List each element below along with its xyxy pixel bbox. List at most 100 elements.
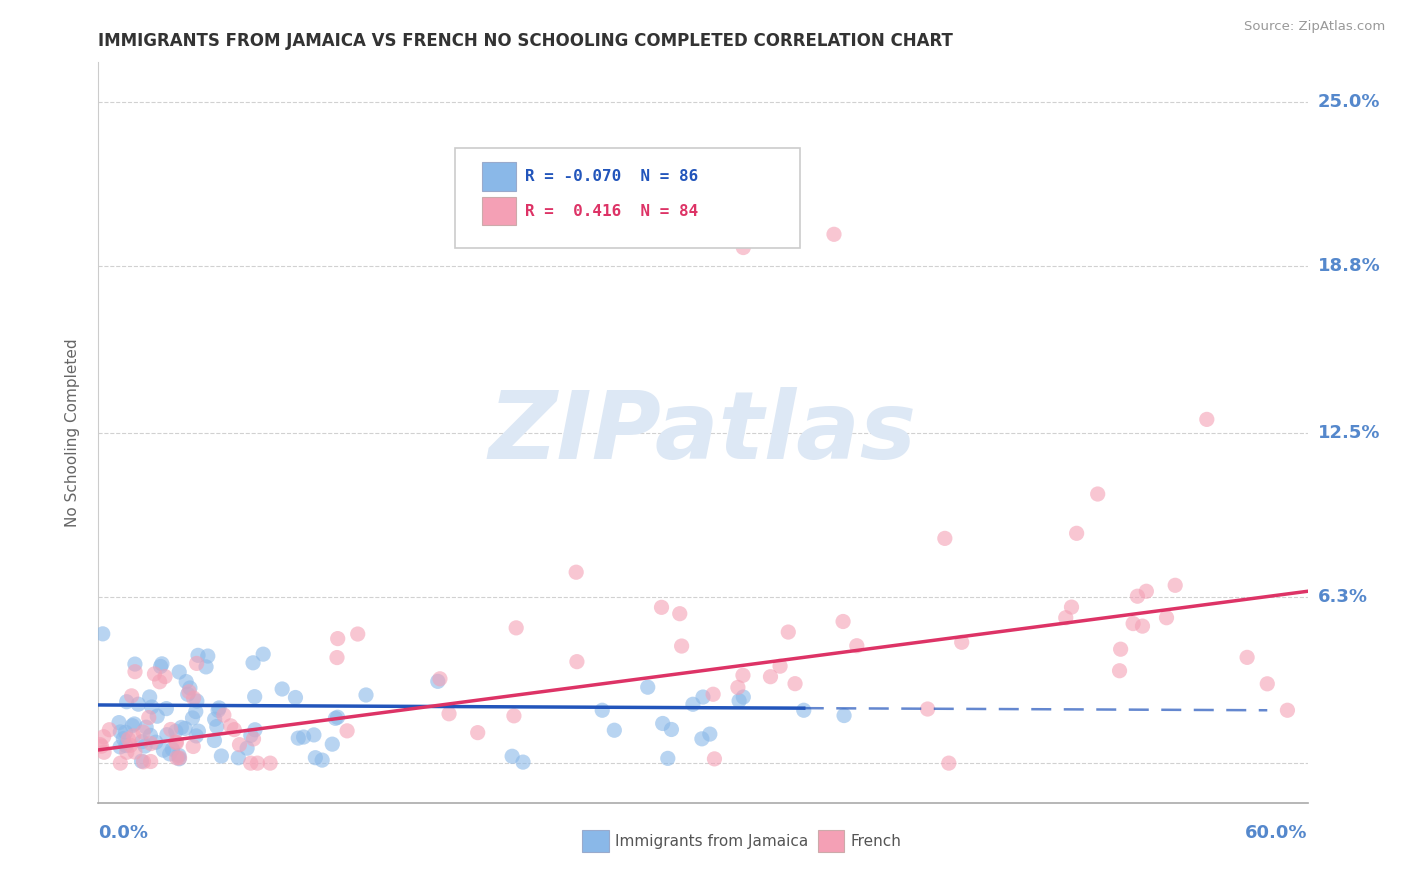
Bar: [482, 162, 516, 191]
Point: [1109, 642, 1132, 657]
Text: 18.8%: 18.8%: [1317, 257, 1381, 275]
Point: [195, 660, 218, 674]
Point: [325, 711, 347, 725]
Point: [728, 694, 751, 708]
Point: [120, 739, 142, 753]
Point: [150, 657, 173, 671]
Point: [429, 672, 451, 686]
Point: [292, 730, 315, 744]
Point: [239, 756, 262, 771]
Point: [146, 709, 169, 723]
Point: [187, 724, 209, 739]
Point: [209, 749, 232, 764]
Point: [143, 667, 166, 681]
Point: [671, 639, 693, 653]
Point: [242, 731, 264, 746]
Point: [117, 732, 139, 747]
Point: [702, 687, 724, 701]
Point: [1054, 611, 1077, 625]
Point: [287, 731, 309, 745]
Text: Immigrants from Jamaica: Immigrants from Jamaica: [614, 834, 808, 849]
Point: [89, 738, 111, 752]
Point: [467, 725, 489, 739]
Point: [733, 690, 755, 704]
Point: [637, 680, 659, 694]
Point: [243, 690, 266, 704]
Point: [1132, 619, 1154, 633]
Point: [284, 690, 307, 705]
Point: [1108, 664, 1130, 678]
Point: [505, 621, 527, 635]
Point: [657, 751, 679, 765]
Point: [197, 649, 219, 664]
Point: [1256, 677, 1278, 691]
Point: [181, 739, 204, 754]
Point: [1164, 578, 1187, 592]
Point: [793, 703, 815, 717]
Point: [139, 755, 162, 769]
Point: [503, 708, 526, 723]
Point: [181, 711, 204, 725]
Point: [1156, 611, 1178, 625]
Point: [165, 735, 187, 749]
Point: [692, 690, 714, 704]
Point: [271, 681, 294, 696]
Point: [124, 745, 146, 759]
Point: [93, 745, 115, 759]
Text: R =  0.416  N = 84: R = 0.416 N = 84: [526, 203, 699, 219]
Point: [108, 739, 131, 754]
Point: [177, 684, 200, 698]
Text: R = -0.070  N = 86: R = -0.070 N = 86: [526, 169, 699, 184]
Point: [783, 676, 806, 690]
Point: [122, 729, 145, 743]
Point: [145, 735, 167, 749]
Point: [769, 659, 792, 673]
FancyBboxPatch shape: [456, 147, 800, 247]
Point: [186, 729, 208, 743]
Point: [759, 670, 782, 684]
Point: [127, 697, 149, 711]
Point: [170, 721, 193, 735]
Point: [219, 719, 242, 733]
Point: [152, 743, 174, 757]
Text: 25.0%: 25.0%: [1317, 93, 1381, 112]
Point: [823, 227, 845, 242]
Point: [703, 752, 725, 766]
Point: [112, 731, 135, 746]
Point: [321, 737, 343, 751]
Point: [1236, 650, 1258, 665]
Point: [169, 751, 191, 765]
Point: [661, 723, 683, 737]
Point: [207, 703, 229, 717]
Point: [149, 674, 172, 689]
Point: [731, 668, 754, 682]
Point: [1277, 703, 1299, 717]
Point: [184, 705, 207, 719]
Point: [115, 695, 138, 709]
Point: [778, 625, 800, 640]
Y-axis label: No Schooling Completed: No Schooling Completed: [65, 338, 80, 527]
Point: [155, 701, 177, 715]
Point: [114, 725, 136, 739]
Point: [228, 738, 250, 752]
Point: [134, 739, 156, 753]
Point: [205, 719, 228, 733]
Point: [174, 674, 197, 689]
Point: [167, 752, 190, 766]
Point: [845, 639, 868, 653]
Point: [162, 742, 184, 756]
Point: [98, 723, 121, 737]
Point: [354, 688, 377, 702]
Point: [183, 691, 205, 706]
Point: [246, 756, 269, 771]
Point: [208, 701, 231, 715]
Point: [512, 755, 534, 769]
Point: [733, 240, 755, 255]
Point: [242, 656, 264, 670]
Point: [950, 635, 973, 649]
Text: 12.5%: 12.5%: [1317, 424, 1381, 442]
Point: [591, 703, 613, 717]
Point: [1066, 526, 1088, 541]
Bar: [818, 830, 845, 853]
Point: [917, 702, 939, 716]
